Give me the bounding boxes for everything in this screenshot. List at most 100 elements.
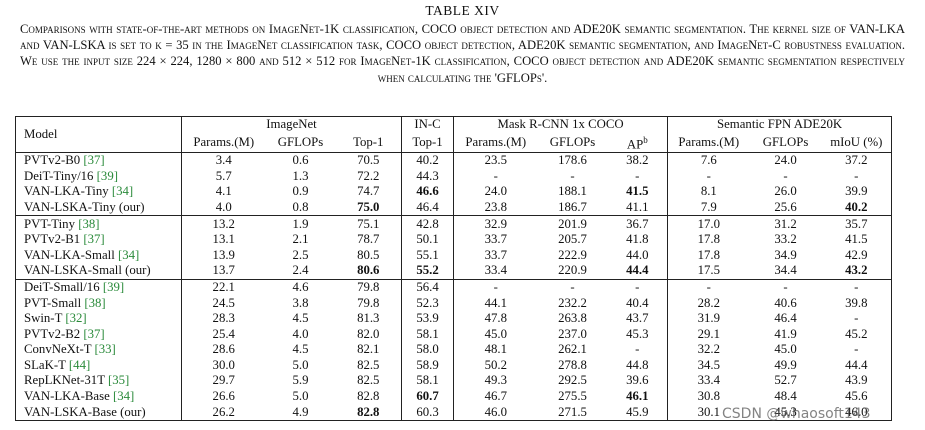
table-row: PVTv2-B0 [37] 3.4 0.6 70.5 40.2 23.5 178.6 38.2… (15, 151, 892, 169)
column-header: Top-1 (401, 132, 455, 153)
value-cell: - (783, 168, 788, 183)
value-cell: 2.1 (292, 232, 309, 247)
value-cell: 41.5 (607, 184, 669, 200)
value-cell: 33.4 (697, 373, 721, 388)
model-cell: DeiT-Small/16 [39] (15, 278, 182, 296)
value-cell: 17.5 (697, 263, 721, 278)
value-cell: 45.6 (845, 389, 868, 404)
model-cell: VAN-LSKA-Base (our) (15, 404, 182, 421)
value-cell: - (706, 168, 711, 183)
subheader-row: Params.(M) GFLOPs Top-1 Top-1 Params.(M) GFLO… (16, 132, 892, 153)
table-row: VAN-LSKA-Tiny (our) 4.0 0.8 75.0 46.4 23.8 186… (15, 199, 892, 216)
citation[interactable]: [38] (84, 295, 106, 310)
value-cell: 46.6 (401, 184, 455, 200)
value-cell: 44.4 (845, 357, 868, 372)
value-cell: 4.5 (292, 311, 309, 326)
value-cell: 82.1 (335, 341, 403, 358)
value-cell: 42.8 (401, 215, 455, 232)
table-title: TABLE XIV (425, 3, 500, 18)
value-cell: 46.1 (607, 388, 669, 405)
value-cell: 41.1 (607, 199, 669, 216)
value-cell: 58.1 (401, 373, 455, 389)
value-cell: 4.9 (292, 404, 309, 419)
value-cell: 34.5 (697, 357, 721, 372)
citation[interactable]: [39] (96, 168, 118, 183)
citation[interactable]: [34] (112, 389, 135, 404)
table-row: VAN-LKA-Tiny [34] 4.1 0.9 74.7 46.6 24.0 188.1… (15, 184, 892, 200)
model-name: PVTv2-B2 (24, 326, 81, 341)
value-cell: 33.7 (484, 232, 507, 247)
value-cell: 275.5 (558, 389, 587, 404)
value-cell: 46.0 (845, 404, 868, 419)
value-cell: 44.1 (484, 295, 507, 310)
citation[interactable]: [39] (102, 279, 125, 294)
column-header: Params.(M) (181, 132, 266, 153)
value-cell: 23.8 (484, 199, 507, 214)
value-cell: 48.4 (774, 389, 797, 404)
model-name: PVTv2-B0 (24, 153, 81, 168)
value-cell: 3.8 (292, 295, 309, 310)
value-cell: 34.9 (774, 247, 797, 262)
value-cell: 38.2 (607, 151, 669, 169)
value-cell: 271.5 (558, 404, 587, 419)
model-cell: PVTv2-B2 [37] (15, 326, 182, 342)
value-cell: 82.5 (335, 357, 403, 374)
model-name: PVT-Tiny (24, 216, 75, 231)
table-row: Swin-T [32] 28.3 4.5 81.3 53.9 47.8 263.8 43.7 3… (15, 310, 892, 327)
value-cell: 30.1 (697, 404, 721, 419)
value-cell: 50.1 (401, 231, 455, 248)
value-cell: 232.2 (558, 295, 587, 310)
value-cell: 39.9 (845, 184, 868, 199)
value-cell: 178.6 (537, 151, 608, 169)
value-cell: 49.3 (484, 373, 507, 388)
value-cell: 82.5 (335, 373, 403, 389)
value-cell: 29.7 (212, 373, 235, 388)
value-cell: 220.9 (558, 263, 587, 278)
value-cell: 45.3 (607, 326, 669, 342)
model-cell: ConvNeXt-T [33] (15, 341, 182, 358)
citation[interactable]: [37] (83, 326, 105, 341)
citation[interactable]: [37] (83, 153, 105, 168)
value-cell: 4.1 (215, 184, 232, 199)
value-cell: 17.8 (697, 247, 721, 262)
value-cell: 55.1 (401, 247, 455, 264)
value-cell: 22.1 (181, 278, 266, 296)
citation[interactable]: [32] (65, 311, 87, 326)
value-cell: 80.6 (335, 263, 403, 280)
citation[interactable]: [34] (117, 247, 140, 262)
value-cell: - (854, 168, 859, 183)
value-cell: 72.2 (335, 168, 403, 185)
value-cell: - (749, 278, 822, 296)
value-cell: 26.0 (774, 184, 797, 199)
citation[interactable]: [34] (111, 184, 134, 199)
model-name: ConvNeXt-T (24, 342, 92, 357)
table-row: ConvNeXt-T [33] 28.6 4.5 82.1 58.0 48.1 262.1 -… (15, 341, 892, 358)
value-cell: 25.4 (212, 326, 235, 341)
value-cell: 35.7 (821, 215, 892, 232)
table-row: PVTv2-B2 [37] 25.4 4.0 82.0 58.1 45.0 237.0 45.… (15, 326, 892, 342)
value-cell: 74.7 (335, 184, 403, 200)
value-cell: 5.7 (215, 168, 232, 183)
citation[interactable]: [35] (108, 373, 130, 388)
group-header: Model (15, 116, 182, 153)
value-cell: 44.0 (607, 247, 669, 264)
value-cell: 46.7 (484, 389, 507, 404)
model-cell: PVTv2-B0 [37] (15, 151, 182, 169)
citation[interactable]: [33] (94, 342, 116, 357)
value-cell: 4.6 (265, 278, 336, 296)
value-cell: - (821, 278, 892, 296)
value-cell: 40.2 (401, 151, 455, 169)
value-cell: 81.3 (335, 310, 403, 327)
citation[interactable]: [38] (78, 216, 100, 231)
citation[interactable]: [37] (83, 232, 105, 247)
value-cell: 30.0 (212, 357, 235, 372)
value-cell: 46.4 (774, 311, 797, 326)
citation[interactable]: [44] (68, 357, 91, 372)
column-header: Top-1 (335, 132, 403, 153)
model-cell: DeiT-Tiny/16 [39] (15, 168, 182, 185)
value-cell: 37.2 (821, 151, 892, 169)
table-row: DeiT-Small/16 [39] 22.1 4.6 79.8 56.4- - - - - - (15, 278, 892, 296)
value-cell: 1.3 (292, 168, 309, 183)
value-cell: 82.8 (335, 404, 403, 421)
value-cell: 82.0 (335, 326, 403, 342)
